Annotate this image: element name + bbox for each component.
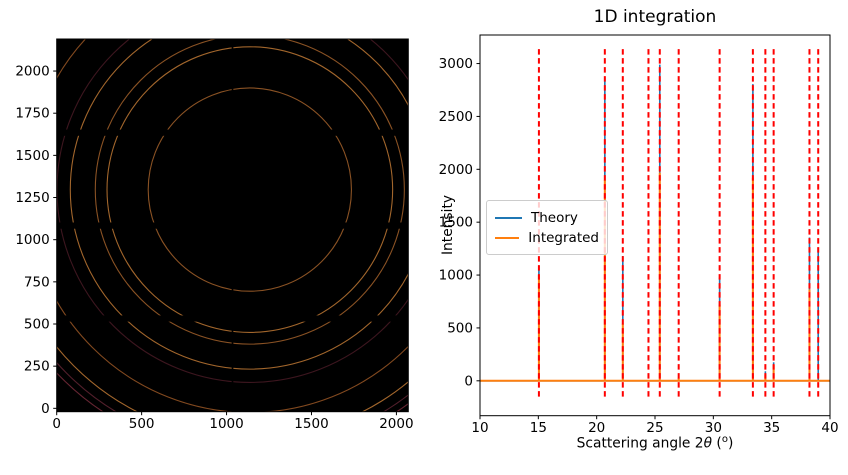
x-axis-label-close: ) (727, 435, 734, 452)
x-tick-label: 30 (705, 420, 722, 436)
diffraction-ring (147, 87, 352, 292)
detector-panel: 0 500 1000 1500 2000 0 250 500 750 1000 1250 1500 17… (15, 38, 414, 433)
x-tick-label: 2000 (379, 416, 413, 432)
x-tick-label: 15 (530, 420, 547, 436)
x-tick-label: 1500 (294, 416, 328, 432)
peak-position-vlines (537, 47, 820, 397)
y-tick-label: 1500 (15, 148, 49, 164)
x-tick-label: 35 (763, 420, 780, 436)
diffraction-ring (69, 39, 409, 370)
y-tick-label: 750 (24, 274, 50, 290)
y-tick-label: 1000 (15, 232, 49, 248)
y-tick-label: 1750 (15, 106, 49, 122)
x-tick-label: 10 (471, 420, 488, 436)
y-tick-label: 0 (464, 373, 473, 389)
y-tick-label: 1250 (15, 190, 49, 206)
x-axis-label-pre: Scattering angle 2 (576, 435, 704, 452)
y-tick-label: 2000 (15, 64, 49, 80)
degree-superscript: o (721, 434, 728, 445)
integration-ticks: 10 15 20 25 30 35 40 0 500 1000 1500 2000 2500 3000 (439, 56, 839, 436)
x-tick-label: 40 (821, 420, 838, 436)
module-gap-col (231, 39, 234, 412)
diffraction-ring (106, 46, 394, 333)
y-tick-label: 2000 (439, 162, 473, 178)
plot-title: 1D integration (593, 7, 717, 27)
y-tick-label: 2500 (439, 109, 473, 125)
y-tick-label: 0 (41, 401, 50, 417)
legend-entry-integrated: Integrated (495, 228, 599, 248)
y-tick-label: 500 (447, 320, 473, 336)
detector-rings (56, 39, 409, 412)
x-tick-label: 0 (52, 416, 61, 432)
detector-axes-spines (56, 38, 409, 413)
y-tick-label: 1500 (439, 215, 473, 231)
theta-symbol: θ (703, 435, 713, 452)
integrated-line-sample (495, 237, 520, 239)
x-tick-label: 1000 (209, 416, 243, 432)
diffraction-ring (94, 39, 405, 345)
y-tick-label: 500 (24, 317, 50, 333)
x-tick-label: 20 (588, 420, 605, 436)
x-tick-label: 25 (646, 420, 663, 436)
y-axis-label: Intensity (440, 194, 456, 256)
legend-label-integrated: Integrated (528, 230, 599, 246)
x-tick-label: 500 (129, 416, 155, 432)
detector-ticks: 0 500 1000 1500 2000 0 250 500 750 1000 1250 1500 17… (15, 64, 413, 433)
y-tick-label: 250 (24, 359, 50, 375)
y-tick-label: 1000 (439, 268, 473, 284)
legend-box: Theory Integrated (486, 200, 608, 255)
y-tick-label: 3000 (439, 56, 473, 72)
x-axis-label-open: ( (712, 435, 722, 452)
legend-label-theory: Theory (531, 210, 578, 226)
legend-entry-theory: Theory (495, 208, 599, 228)
x-axis-label: Scattering angle 2θ (o) (480, 434, 830, 452)
theory-line-sample (495, 217, 522, 219)
